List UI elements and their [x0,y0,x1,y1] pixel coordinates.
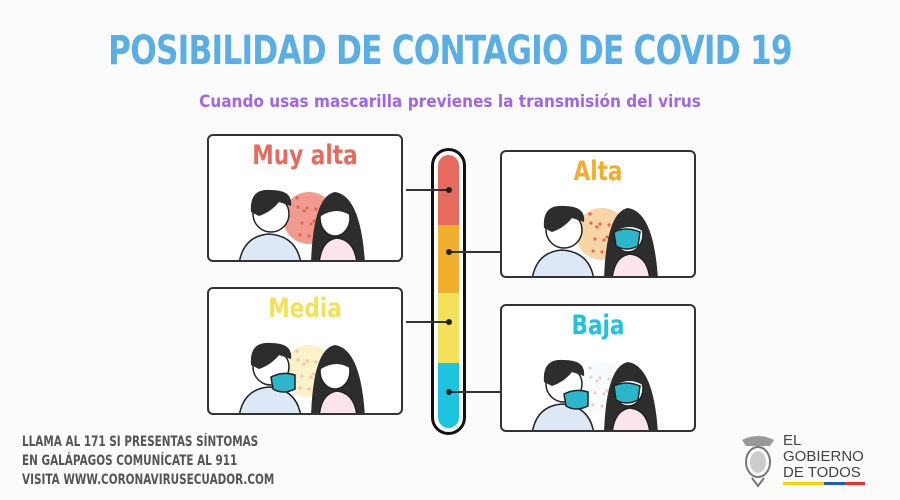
segment-alta [438,225,459,293]
man-figure [532,205,594,276]
connector-dot [446,389,452,395]
logo-line: EL [783,432,802,449]
connector-dot [446,249,452,255]
level-label: Alta [573,156,623,187]
level-label: Muy alta [252,140,358,171]
people-illustration [532,205,658,276]
man-figure [239,342,301,413]
connector-muy-alta [406,189,449,191]
risk-thermometer [431,148,466,435]
level-label: Baja [571,310,625,341]
coat-of-arms-icon [742,436,774,488]
people-illustration [532,359,658,430]
connector-dot [446,319,452,325]
gobierno-logo-text: EL GOBIERNO DE TODOS [783,433,864,481]
page-subtitle: Cuando usas mascarilla previenes la tran… [199,92,701,112]
level-label: Media [268,293,342,324]
woman-figure [604,208,658,276]
man-figure [532,359,594,430]
logo-line: DE TODOS [783,464,861,481]
woman-figure [604,362,658,430]
segment-baja [438,363,459,428]
footer-info: LLAMA AL 171 SI PRESENTAS SÍNTOMAS EN GA… [22,433,274,490]
footer-line-3: VISITA WWW.CORONAVIRUSECUADOR.COM [22,472,275,488]
footer-line-1: LLAMA AL 171 SI PRESENTAS SÍNTOMAS [22,434,259,450]
footer-line-2: EN GALÁPAGOS COMUNÍCATE AL 911 [22,453,238,469]
panel-alta: Alta [500,150,696,278]
connector-baja [449,391,500,393]
connector-alta [449,251,500,253]
connector-dot [446,187,452,193]
segment-media [438,293,459,363]
people-illustration [239,189,365,260]
panel-muy-alta: Muy alta [207,134,403,262]
page-title: POSIBILIDAD DE CONTAGIO DE COVID 19 [108,28,792,74]
panel-media: Media [207,287,403,415]
panel-baja: Baja [500,304,696,432]
face-mask-icon [563,389,589,410]
connector-media [406,321,449,323]
people-illustration [239,342,365,413]
flag-yellow [783,482,824,485]
man-figure [239,189,301,260]
woman-figure [311,345,365,413]
flag-blue [824,482,845,485]
flag-stripe [783,482,865,485]
face-mask-icon [613,382,641,404]
woman-figure [311,192,365,260]
face-mask-icon [270,372,296,393]
flag-red [844,482,865,485]
logo-line: GOBIERNO [783,448,864,465]
face-mask-icon [613,228,641,250]
